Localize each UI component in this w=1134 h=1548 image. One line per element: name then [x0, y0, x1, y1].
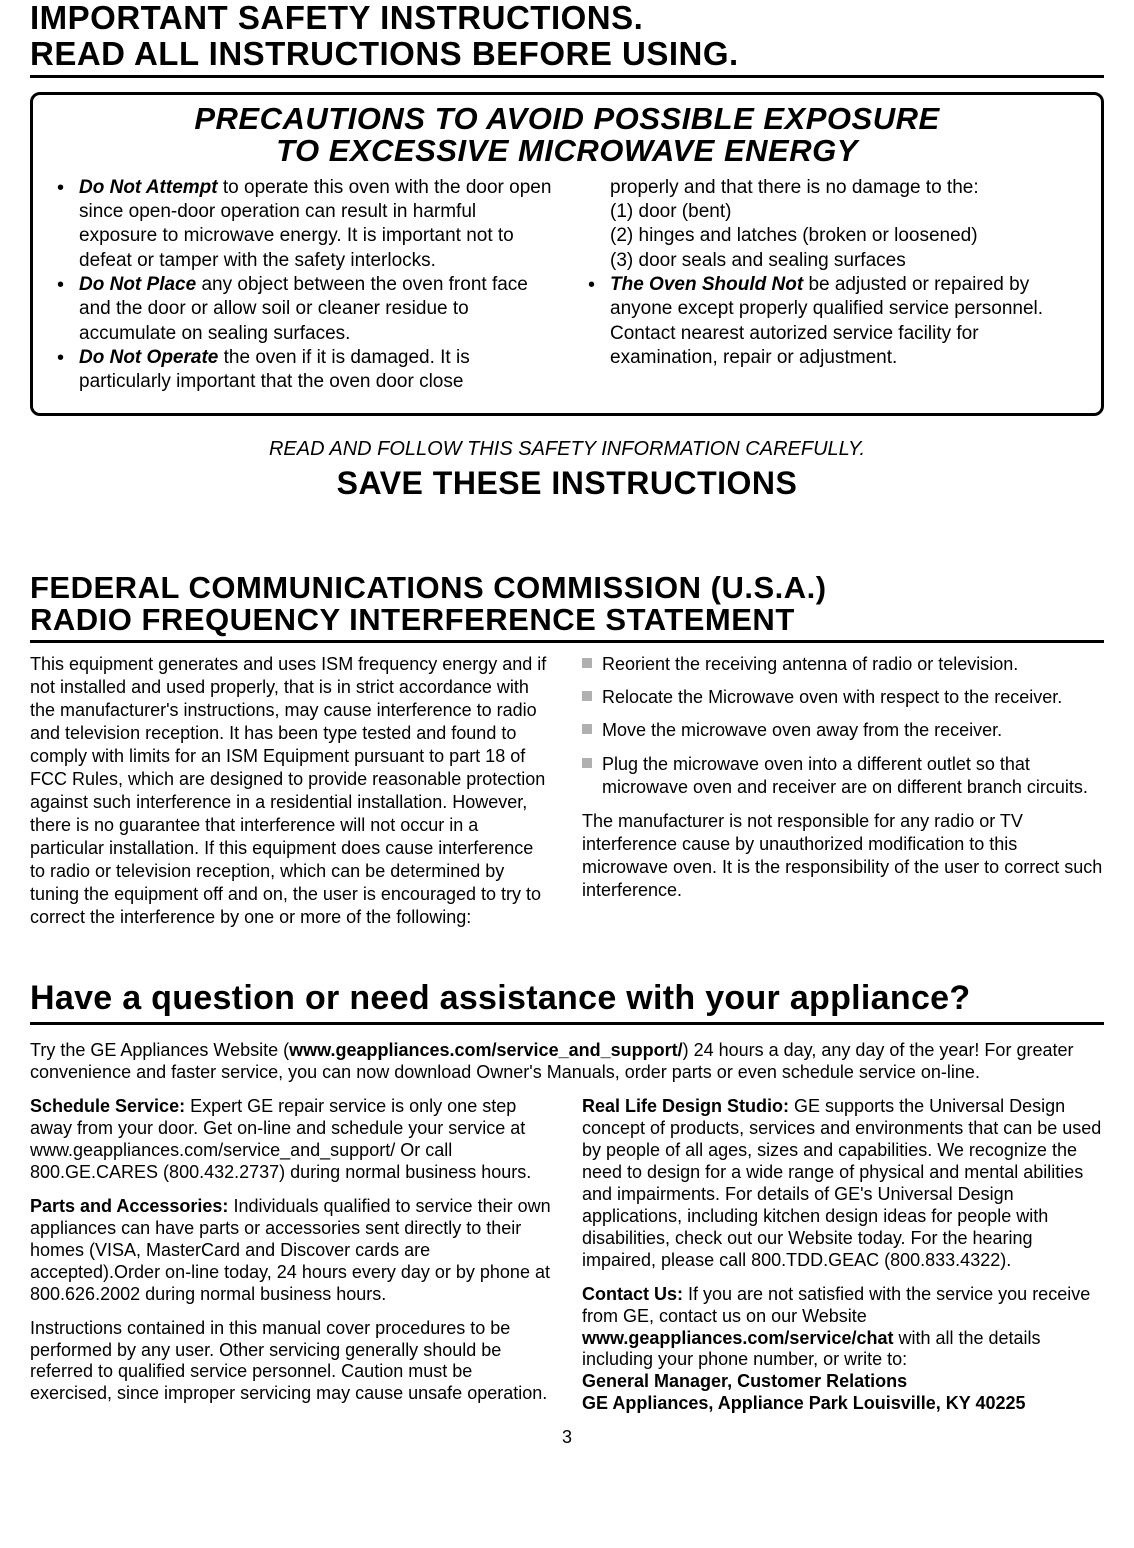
design-lead: Real Life Design Studio: [582, 1096, 789, 1116]
precaution-item-4: The Oven Should Not be adjusted or repai… [582, 273, 1083, 370]
precautions-col-left: Do Not Attempt to operate this oven with… [51, 176, 552, 395]
cont-3: (3) door seals and sealing surfaces [610, 250, 906, 271]
precaution-item-1: Do Not Attempt to operate this oven with… [51, 176, 552, 273]
lead-1: Do Not Attempt [79, 177, 218, 198]
cont-2: (2) hinges and latches (broken or loosen… [610, 225, 978, 246]
lead-2: Do Not Place [79, 274, 196, 295]
intro-url: www.geappliances.com/service_and_support… [289, 1040, 682, 1060]
intro-pre: Try the GE Appliances Website ( [30, 1040, 289, 1060]
precaution-item-3: Do Not Operate the oven if it is damaged… [51, 346, 552, 395]
precautions-columns: Do Not Attempt to operate this oven with… [51, 176, 1083, 395]
precautions-box: PRECAUTIONS TO AVOID POSSIBLE EXPOSURE T… [30, 92, 1104, 416]
precautions-heading-l1: PRECAUTIONS TO AVOID POSSIBLE EXPOSURE [194, 101, 939, 136]
schedule-lead: Schedule Service: [30, 1096, 185, 1116]
precaution-continuation: properly and that there is no damage to … [582, 176, 1083, 273]
fcc-disclaimer: The manufacturer is not responsible for … [582, 810, 1104, 902]
fcc-s2: Relocate the Microwave oven with respect… [582, 686, 1104, 709]
safety-heading: IMPORTANT SAFETY INSTRUCTIONS. READ ALL … [30, 0, 1104, 78]
precautions-heading-l2: TO EXCESSIVE MICROWAVE ENERGY [276, 133, 858, 168]
lead-4: The Oven Should Not [610, 274, 803, 295]
page-number: 3 [30, 1427, 1104, 1448]
schedule-service: Schedule Service: Expert GE repair servi… [30, 1096, 552, 1184]
design-studio: Real Life Design Studio: GE supports the… [582, 1096, 1104, 1272]
fcc-suggestions: Reorient the receiving antenna of radio … [582, 653, 1104, 800]
fcc-s3: Move the microwave oven away from the re… [582, 719, 1104, 742]
fcc-col-right: Reorient the receiving antenna of radio … [582, 653, 1104, 929]
lead-3: Do Not Operate [79, 347, 218, 368]
fcc-heading: FEDERAL COMMUNICATIONS COMMISSION (U.S.A… [30, 572, 1104, 643]
contact-url: www.geappliances.com/service/chat [582, 1328, 893, 1348]
support-col-left: Schedule Service: Expert GE repair servi… [30, 1096, 552, 1417]
heading-line-2: READ ALL INSTRUCTIONS BEFORE USING. [30, 35, 739, 72]
precautions-col-right: properly and that there is no damage to … [582, 176, 1083, 395]
contact-addr2: GE Appliances, Appliance Park Louisville… [582, 1393, 1026, 1413]
precaution-item-2: Do Not Place any object between the oven… [51, 273, 552, 346]
contact-lead: Contact Us: [582, 1284, 683, 1304]
cont-1: (1) door (bent) [610, 201, 731, 222]
save-instructions: SAVE THESE INSTRUCTIONS [30, 465, 1104, 502]
fcc-columns: This equipment generates and uses ISM fr… [30, 653, 1104, 929]
parts-lead: Parts and Accessories: [30, 1196, 228, 1216]
support-col-right: Real Life Design Studio: GE supports the… [582, 1096, 1104, 1417]
fcc-s1: Reorient the receiving antenna of radio … [582, 653, 1104, 676]
design-body: GE supports the Universal Design concept… [582, 1096, 1101, 1270]
support-heading: Have a question or need assistance with … [30, 979, 1104, 1025]
support-columns: Schedule Service: Expert GE repair servi… [30, 1096, 1104, 1417]
manual-note: Instructions contained in this manual co… [30, 1318, 552, 1406]
contact-addr1: General Manager, Customer Relations [582, 1371, 907, 1391]
fcc-col-left: This equipment generates and uses ISM fr… [30, 653, 552, 929]
read-follow-line: READ AND FOLLOW THIS SAFETY INFORMATION … [30, 438, 1104, 461]
fcc-s4: Plug the microwave oven into a different… [582, 753, 1104, 800]
fcc-heading-l1: FEDERAL COMMUNICATIONS COMMISSION (U.S.A… [30, 570, 827, 605]
fcc-heading-l2: RADIO FREQUENCY INTERFERENCE STATEMENT [30, 602, 795, 637]
heading-line-1: IMPORTANT SAFETY INSTRUCTIONS. [30, 0, 643, 36]
parts-accessories: Parts and Accessories: Individuals quali… [30, 1196, 552, 1306]
precautions-heading: PRECAUTIONS TO AVOID POSSIBLE EXPOSURE T… [51, 103, 1083, 168]
fcc-para: This equipment generates and uses ISM fr… [30, 654, 546, 927]
support-intro: Try the GE Appliances Website (www.geapp… [30, 1039, 1104, 1084]
contact-us: Contact Us: If you are not satisfied wit… [582, 1284, 1104, 1416]
cont-0: properly and that there is no damage to … [610, 177, 979, 198]
